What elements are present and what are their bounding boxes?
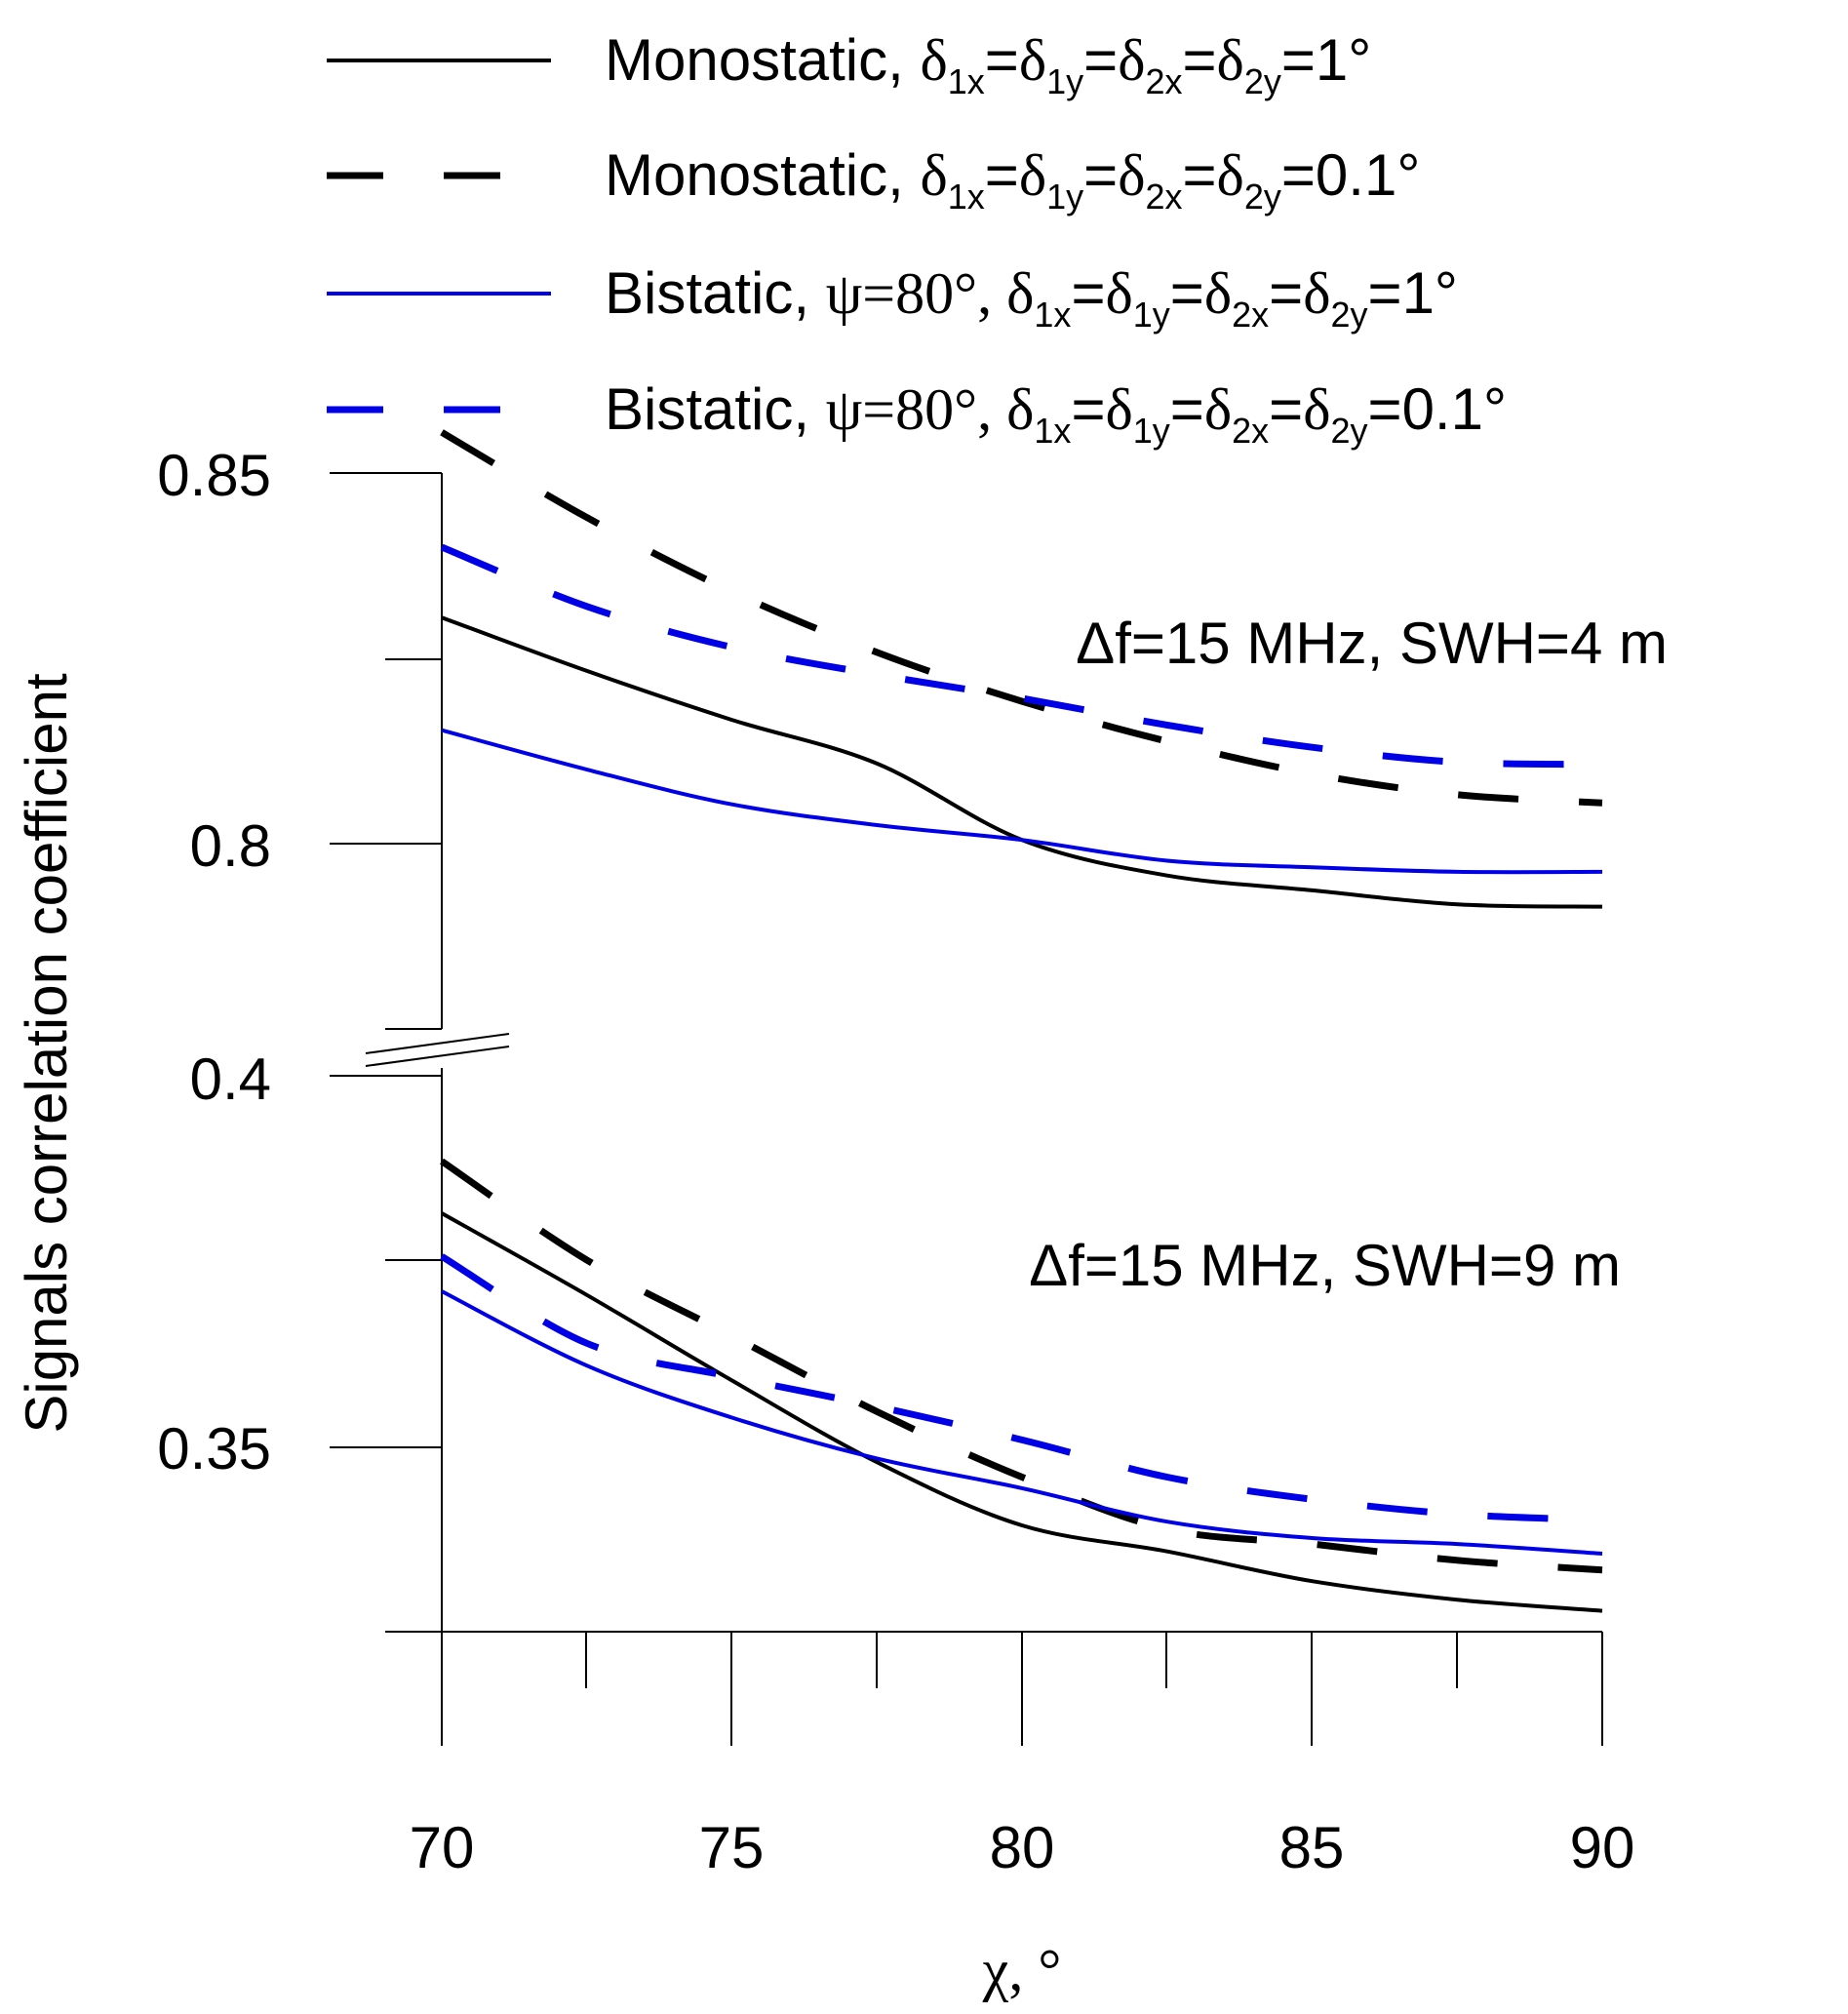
legend-value-mono-1: 1°: [1316, 27, 1371, 93]
y-tick-label-0.85: 0.85: [157, 443, 271, 508]
x-tick-label-80: 80: [990, 1815, 1055, 1880]
legend-value-bi-1: 1°: [1402, 260, 1458, 326]
y-tick-label-0.8: 0.8: [190, 813, 271, 879]
x-axis-symbol: χ: [982, 1938, 1009, 2002]
legend-psi-bi-01: ψ=80°,: [826, 377, 1006, 442]
legend-prefix-mono-1: Monostatic,: [605, 27, 920, 93]
y-axis-title: Signals correlation coefficient: [14, 673, 79, 1434]
legend-value-mono-01: 0.1°: [1316, 142, 1420, 208]
legend-prefix-mono-01: Monostatic,: [605, 142, 920, 208]
legend-label-mono-1: Monostatic, δ1x=δ1y=δ2x=δ2y=1°: [605, 27, 1371, 101]
legend-value-bi-01: 0.1°: [1402, 376, 1507, 442]
x-ticks: 70 75 80 85 90: [410, 1632, 1635, 1880]
series-line-2: [441, 728, 1603, 875]
y-tick-label-0.35: 0.35: [157, 1416, 271, 1481]
series-line-6: [441, 1289, 1603, 1556]
legend-label-bi-01: Bistatic, ψ=80°, δ1x=δ1y=δ2x=δ2y=0.1°: [605, 376, 1507, 451]
series-layer: [440, 429, 1603, 1613]
annotation-swh-4: Δf=15 MHz, SWH=4 m: [1076, 611, 1668, 676]
legend-label-bi-1: Bistatic, ψ=80°, δ1x=δ1y=δ2x=δ2y=1°: [605, 260, 1458, 335]
series-line-4: [441, 1211, 1603, 1613]
series-line-1: [440, 429, 1603, 807]
x-axis-title: χ, °: [982, 1938, 1062, 2002]
y-ticks: 0.85 0.8 0.4 0.35: [157, 443, 442, 1481]
legend-entry-bi-1: Bistatic, ψ=80°, δ1x=δ1y=δ2x=δ2y=1°: [327, 260, 1458, 335]
legend-entry-mono-1: Monostatic, δ1x=δ1y=δ2x=δ2y=1°: [327, 27, 1371, 101]
x-tick-label-70: 70: [410, 1815, 475, 1880]
series-line-3: [440, 543, 1603, 769]
axis-break-mark-1: [365, 1033, 510, 1054]
series-line-7: [440, 1253, 1603, 1524]
axis-break-mark-2: [365, 1046, 510, 1067]
legend-prefix-bi-01: Bistatic,: [605, 376, 826, 442]
legend: Monostatic, δ1x=δ1y=δ2x=δ2y=1° Monostati…: [327, 27, 1507, 451]
y-tick-label-0.4: 0.4: [190, 1046, 271, 1112]
annotation-swh-9: Δf=15 MHz, SWH=9 m: [1029, 1233, 1621, 1298]
legend-label-mono-01: Monostatic, δ1x=δ1y=δ2x=δ2y=0.1°: [605, 142, 1420, 217]
legend-psi-bi-1: ψ=80°,: [826, 261, 1006, 326]
legend-entry-bi-01: Bistatic, ψ=80°, δ1x=δ1y=δ2x=δ2y=0.1°: [327, 376, 1507, 451]
x-tick-label-75: 75: [699, 1815, 765, 1880]
x-tick-label-90: 90: [1570, 1815, 1635, 1880]
series-line-5: [440, 1158, 1603, 1574]
legend-prefix-bi-1: Bistatic,: [605, 260, 826, 326]
x-axis-unit: , °: [1008, 1938, 1061, 2002]
legend-entry-mono-01: Monostatic, δ1x=δ1y=δ2x=δ2y=0.1°: [327, 142, 1420, 217]
x-tick-label-85: 85: [1279, 1815, 1345, 1880]
